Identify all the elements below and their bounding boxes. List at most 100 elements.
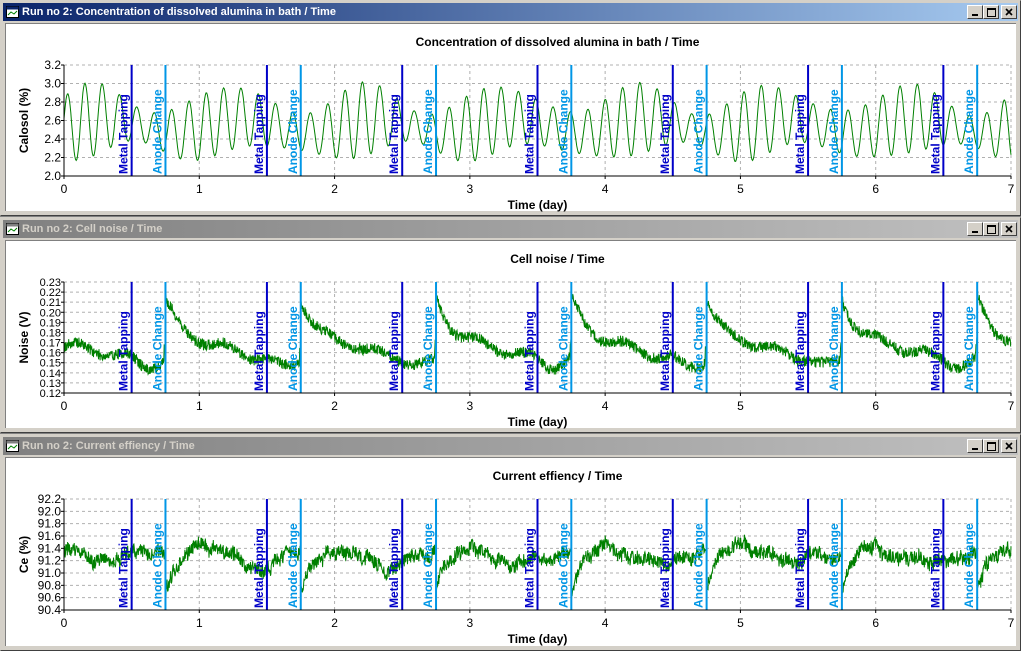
anode-change-label: Anode Change [421, 523, 435, 608]
maximize-button[interactable] [983, 222, 999, 236]
window-title: Run no 2: Concentration of dissolved alu… [22, 6, 336, 18]
x-tick-label: 2 [331, 616, 338, 630]
window-title: Run no 2: Cell noise / Time [22, 223, 163, 235]
close-icon [1005, 8, 1013, 16]
x-tick-label: 1 [196, 616, 203, 630]
anode-change-label: Anode Change [692, 523, 706, 608]
y-tick-label: 0.12 [40, 388, 61, 400]
x-tick-label: 6 [872, 182, 879, 196]
window-titlebar[interactable]: Run no 2: Concentration of dissolved alu… [3, 3, 1018, 21]
chart-title: Concentration of dissolved alumina in ba… [416, 35, 700, 49]
y-tick-label: 90.8 [38, 578, 62, 592]
anode-change-label: Anode Change [962, 306, 976, 391]
x-tick-label: 3 [467, 182, 474, 196]
close-button[interactable] [1001, 5, 1017, 19]
metal-tapping-label: Metal Tapping [793, 94, 807, 174]
window-titlebar[interactable]: Run no 2: Current effiency / Time [3, 437, 1018, 455]
x-tick-label: 5 [737, 616, 744, 630]
minimize-icon [972, 231, 978, 233]
anode-change-label: Anode Change [150, 523, 164, 608]
y-tick-label: 2.4 [44, 132, 61, 146]
y-tick-label: 0.14 [40, 368, 61, 380]
y-tick-label: 0.15 [40, 358, 61, 370]
metal-tapping-label: Metal Tapping [117, 94, 131, 174]
chart-title: Current effiency / Time [493, 469, 623, 483]
anode-change-label: Anode Change [286, 523, 300, 608]
metal-tapping-label: Metal Tapping [252, 94, 266, 174]
y-tick-label: 91.4 [38, 541, 62, 555]
x-tick-label: 2 [331, 399, 338, 413]
y-tick-label: 92.2 [38, 492, 62, 506]
window-alumina[interactable]: Run no 2: Concentration of dissolved alu… [0, 0, 1021, 216]
maximize-icon [986, 224, 996, 234]
gridlines [63, 281, 1012, 394]
anode-change-label: Anode Change [556, 89, 570, 174]
y-tick-label: 0.16 [40, 348, 61, 360]
y-tick-label: 0.21 [40, 297, 61, 309]
chart-app-icon[interactable] [5, 5, 19, 19]
anode-change-label: Anode Change [692, 89, 706, 174]
anode-change-label: Anode Change [962, 89, 976, 174]
metal-tapping-label: Metal Tapping [793, 311, 807, 391]
maximize-button[interactable] [983, 5, 999, 19]
y-tick-label: 0.22 [40, 287, 61, 299]
y-tick-label: 2.2 [44, 151, 61, 165]
x-tick-label: 3 [467, 399, 474, 413]
x-tick-label: 6 [872, 399, 879, 413]
x-tick-label: 5 [737, 399, 744, 413]
x-tick-label: 0 [61, 182, 68, 196]
chart-area: Cell noise / Time Metal Tapping Metal Tapp… [5, 240, 1016, 429]
x-axis-label: Time (day) [508, 415, 568, 429]
y-axis-label: Ce (%) [17, 536, 31, 573]
metal-tapping-label: Metal Tapping [793, 528, 807, 608]
y-tick-label: 91.6 [38, 529, 62, 543]
metal-tapping-label: Metal Tapping [928, 311, 942, 391]
metal-tapping-label: Metal Tapping [387, 528, 401, 608]
x-tick-label: 5 [737, 182, 744, 196]
minimize-icon [972, 448, 978, 450]
chart-app-icon[interactable] [5, 439, 19, 453]
chart-area: Concentration of dissolved alumina in ba… [5, 23, 1016, 212]
window-titlebar[interactable]: Run no 2: Cell noise / Time [3, 220, 1018, 238]
close-icon [1005, 442, 1013, 450]
metal-tapping-label: Metal Tapping [928, 94, 942, 174]
y-tick-label: 92.0 [38, 504, 62, 518]
y-tick-label: 2.6 [44, 114, 61, 128]
minimize-button[interactable] [967, 5, 983, 19]
x-tick-label: 6 [872, 616, 879, 630]
metal-tapping-label: Metal Tapping [387, 311, 401, 391]
chart-app-icon[interactable] [5, 222, 19, 236]
metal-tapping-label: Metal Tapping [658, 311, 672, 391]
y-tick-label: 90.4 [38, 603, 62, 617]
x-tick-label: 4 [602, 399, 609, 413]
metal-tapping-label: Metal Tapping [658, 94, 672, 174]
minimize-button[interactable] [967, 222, 983, 236]
y-tick-label: 2.8 [44, 95, 61, 109]
anode-change-label: Anode Change [556, 523, 570, 608]
window-current-efficiency[interactable]: Run no 2: Current effiency / Time Curren… [0, 434, 1021, 651]
metal-tapping-label: Metal Tapping [928, 528, 942, 608]
current-efficiency-chart: Current effiency / Time Metal Tapping Meta… [17, 469, 1015, 646]
y-tick-label: 91.8 [38, 517, 62, 531]
x-tick-label: 0 [61, 399, 68, 413]
anode-change-label: Anode Change [421, 306, 435, 391]
metal-tapping-label: Metal Tapping [252, 311, 266, 391]
metal-tapping-label: Metal Tapping [523, 94, 537, 174]
x-axis-label: Time (day) [508, 198, 568, 212]
window-cell-noise[interactable]: Run no 2: Cell noise / Time Cell noise /… [0, 217, 1021, 433]
x-tick-label: 7 [1008, 399, 1015, 413]
chart-area: Current effiency / Time Metal Tapping Meta… [5, 457, 1016, 646]
alumina-chart: Concentration of dissolved alumina in ba… [17, 35, 1015, 212]
anode-change-label: Anode Change [692, 306, 706, 391]
minimize-button[interactable] [967, 439, 983, 453]
x-tick-label: 0 [61, 616, 68, 630]
close-button[interactable] [1001, 222, 1017, 236]
maximize-icon [986, 441, 996, 451]
anode-change-label: Anode Change [556, 306, 570, 391]
close-icon [1005, 225, 1013, 233]
metal-tapping-label: Metal Tapping [523, 528, 537, 608]
maximize-button[interactable] [983, 439, 999, 453]
y-tick-label: 90.6 [38, 591, 62, 605]
close-button[interactable] [1001, 439, 1017, 453]
metal-tapping-label: Metal Tapping [117, 311, 131, 391]
